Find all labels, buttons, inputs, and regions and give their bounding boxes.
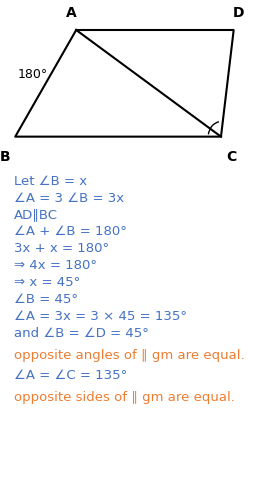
Text: and ∠B = ∠D = 45°: and ∠B = ∠D = 45°	[14, 327, 149, 340]
Text: 3x + x = 180°: 3x + x = 180°	[14, 242, 109, 255]
Text: ∠A = 3x = 3 × 45 = 135°: ∠A = 3x = 3 × 45 = 135°	[14, 310, 187, 323]
Text: B: B	[0, 150, 10, 164]
Text: ∠A + ∠B = 180°: ∠A + ∠B = 180°	[14, 226, 127, 238]
Text: ∠A = 3 ∠B = 3x: ∠A = 3 ∠B = 3x	[14, 192, 124, 204]
Text: opposite sides of ∥ gm are equal.: opposite sides of ∥ gm are equal.	[14, 391, 235, 403]
Text: ∠B = 45°: ∠B = 45°	[14, 293, 78, 306]
Text: C: C	[226, 150, 236, 164]
Text: ⇒ 4x = 180°: ⇒ 4x = 180°	[14, 259, 97, 272]
Text: ∠A = ∠C = 135°: ∠A = ∠C = 135°	[14, 369, 127, 382]
Text: Let ∠B = x: Let ∠B = x	[14, 175, 87, 187]
Text: AD∥BC: AD∥BC	[14, 209, 58, 221]
Text: A: A	[66, 6, 76, 20]
Text: opposite angles of ∥ gm are equal.: opposite angles of ∥ gm are equal.	[14, 349, 245, 361]
Text: D: D	[233, 6, 245, 20]
Text: ⇒ x = 45°: ⇒ x = 45°	[14, 276, 80, 289]
Text: 180°: 180°	[18, 69, 48, 82]
